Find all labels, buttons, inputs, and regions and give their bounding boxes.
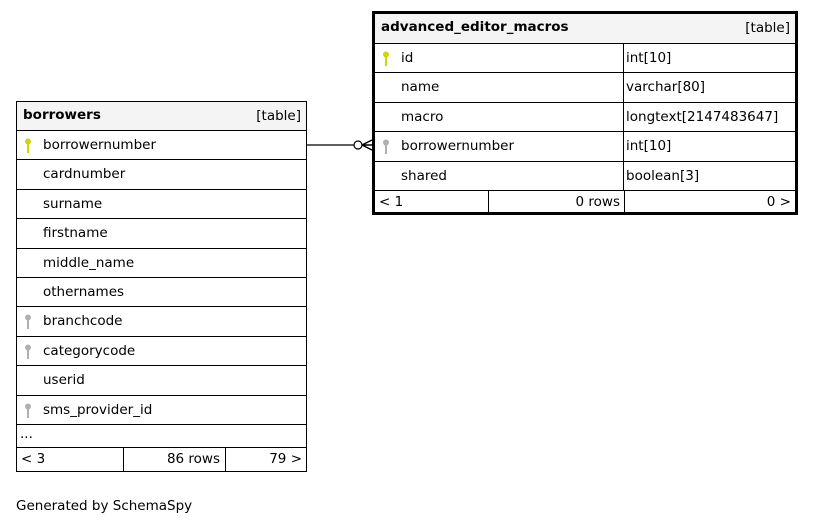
column-name: name: [401, 79, 440, 96]
column-row[interactable]: othernames: [17, 278, 306, 308]
more-columns: ...: [17, 425, 306, 448]
parents-count[interactable]: < 3: [21, 450, 46, 467]
column-row[interactable]: borrowernumber int[10]: [375, 132, 795, 162]
column-row[interactable]: categorycode: [17, 337, 306, 367]
table-name: borrowers: [23, 107, 101, 123]
column-row[interactable]: userid: [17, 366, 306, 396]
column-name: cardnumber: [43, 166, 126, 183]
table-footer: < 1 0 rows 0 >: [375, 190, 795, 214]
table-borrowers[interactable]: borrowers [table] borrowernumber cardnumbe…: [16, 101, 307, 472]
children-count[interactable]: 79 >: [269, 450, 302, 467]
column-row[interactable]: middle_name: [17, 249, 306, 278]
column-name: userid: [43, 372, 85, 389]
primary-key-icon: [383, 51, 389, 66]
parents-count[interactable]: < 1: [379, 193, 404, 210]
column-type: boolean[3]: [626, 167, 700, 184]
column-row[interactable]: borrowernumber: [17, 131, 306, 161]
column-name: id: [401, 50, 414, 66]
column-name: macro: [401, 108, 444, 125]
column-row[interactable]: firstname: [17, 219, 306, 249]
foreign-key-icon: [383, 139, 389, 155]
column-name: borrowernumber: [401, 138, 515, 155]
column-row[interactable]: id int[10]: [375, 44, 795, 74]
column-row[interactable]: name varchar[80]: [375, 73, 795, 103]
column-type: varchar[80]: [626, 79, 706, 96]
column-row[interactable]: sms_provider_id: [17, 396, 306, 425]
table-header: borrowers [table]: [17, 102, 306, 131]
column-name: shared: [401, 167, 447, 184]
column-name: categorycode: [43, 342, 136, 359]
foreign-key-icon: [25, 344, 31, 359]
row-count: 0 rows: [575, 193, 620, 210]
column-type: longtext[2147483647]: [626, 108, 779, 125]
table-footer: < 3 86 rows 79 >: [17, 447, 306, 471]
column-name: borrowernumber: [43, 137, 157, 153]
row-count: 86 rows: [166, 450, 220, 467]
table-name: advanced_editor_macros: [381, 19, 569, 35]
column-name: branchcode: [43, 313, 123, 330]
foreign-key-icon: [25, 314, 31, 330]
column-type: int[10]: [626, 50, 672, 66]
column-row[interactable]: branchcode: [17, 307, 306, 337]
column-name: othernames: [43, 283, 125, 300]
column-row[interactable]: cardnumber: [17, 160, 306, 190]
column-type: int[10]: [626, 138, 672, 155]
column-row[interactable]: macro longtext[2147483647]: [375, 102, 795, 133]
foreign-key-icon: [25, 403, 31, 418]
column-name: middle_name: [43, 254, 135, 271]
column-row[interactable]: surname: [17, 190, 306, 220]
table-type: [table]: [256, 108, 301, 124]
column-name: surname: [43, 195, 103, 212]
table-header: advanced_editor_macros [table]: [375, 14, 795, 44]
children-count[interactable]: 0 >: [766, 193, 791, 210]
generated-by-label: Generated by SchemaSpy: [16, 498, 193, 514]
table-advanced-editor-macros[interactable]: advanced_editor_macros [table] id int[10] n…: [372, 11, 798, 215]
column-row[interactable]: shared boolean[3]: [375, 161, 795, 191]
column-name: firstname: [43, 225, 108, 242]
table-type: [table]: [745, 20, 790, 36]
column-name: sms_provider_id: [43, 401, 153, 418]
primary-key-icon: [25, 138, 31, 153]
